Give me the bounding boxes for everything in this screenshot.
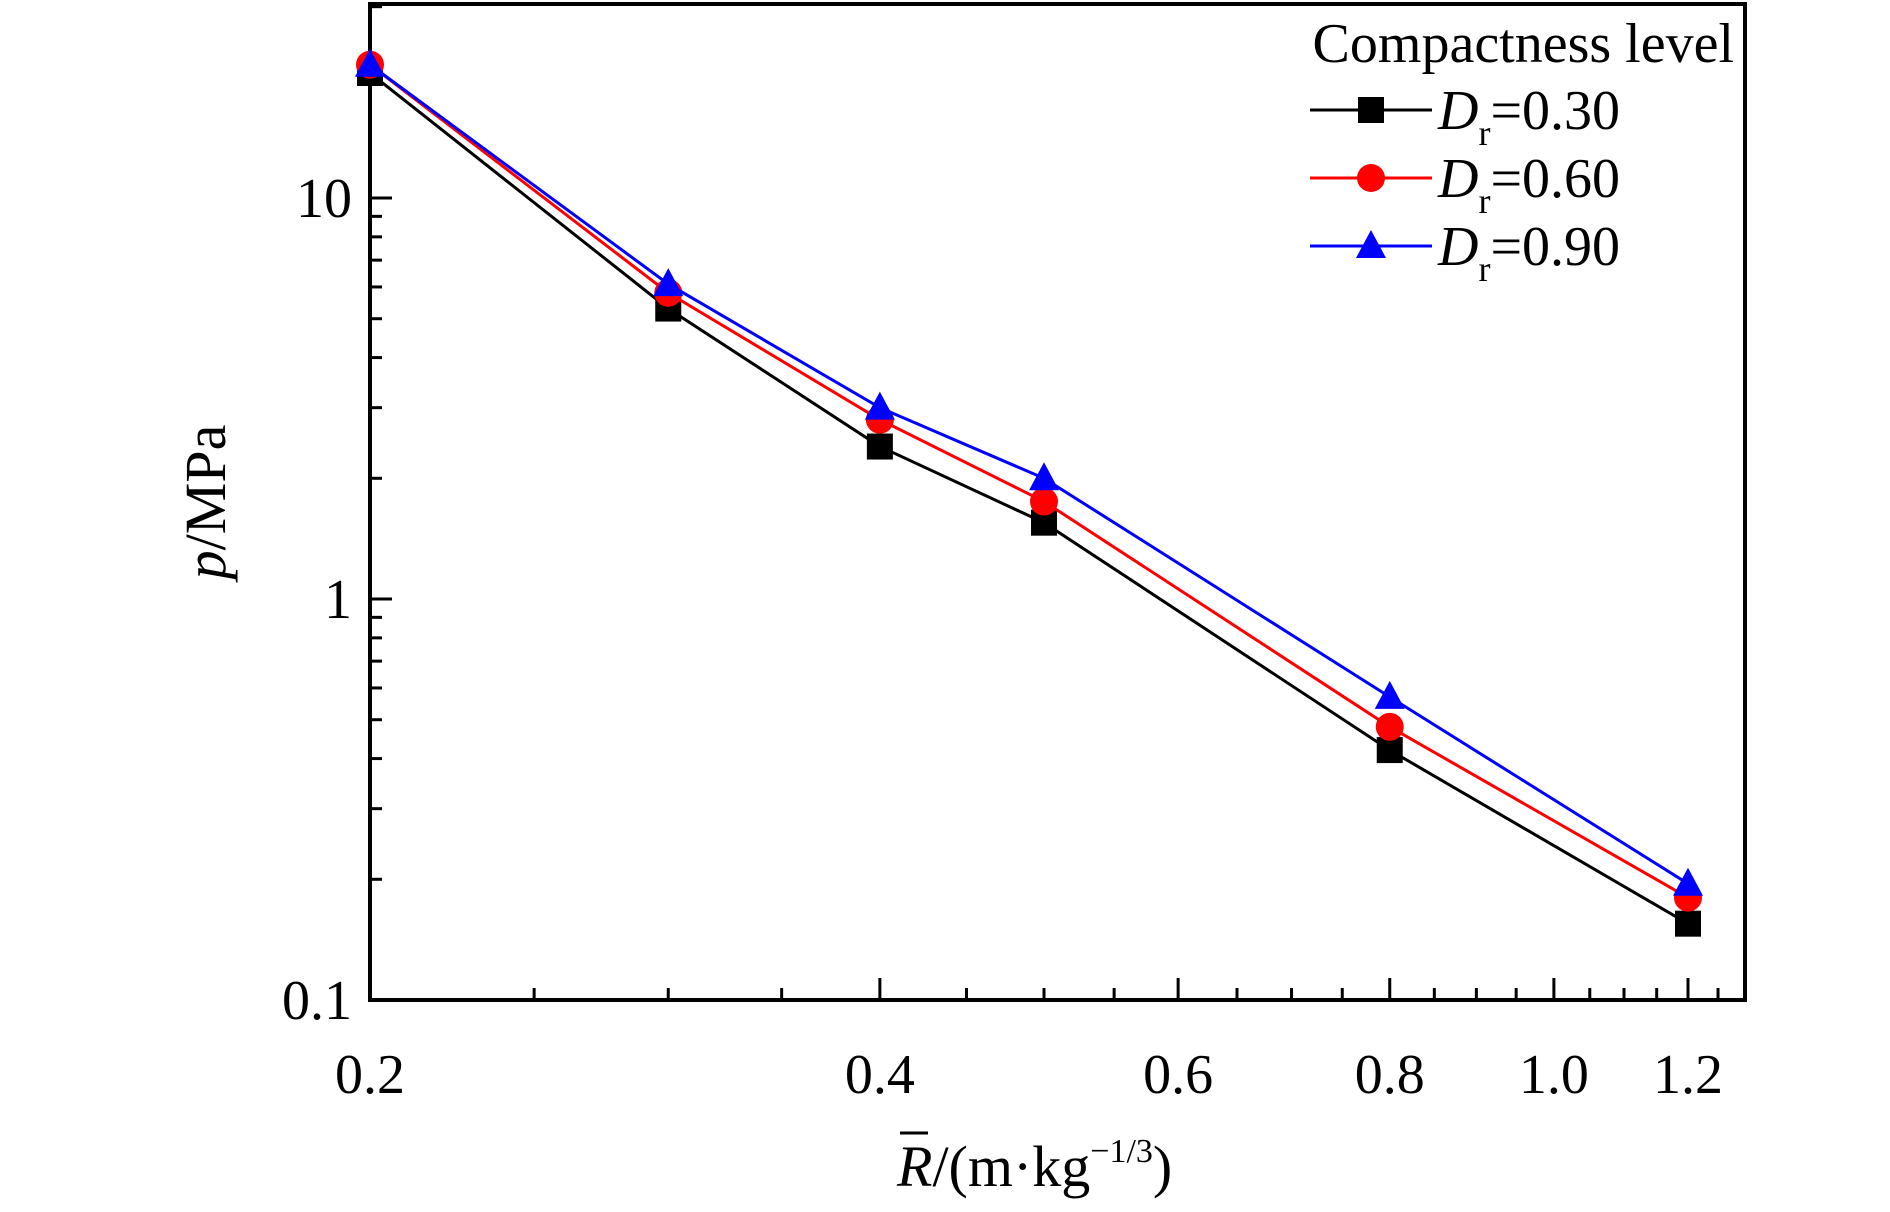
legend-label: Dr=0.30 <box>1437 80 1620 153</box>
data-point <box>355 48 385 77</box>
y-tick-label: 10 <box>296 168 352 230</box>
x-tick-label: 0.4 <box>845 1044 915 1106</box>
legend-marker <box>1356 230 1386 258</box>
x-tick-label: 0.2 <box>335 1044 405 1106</box>
series-layer <box>355 48 1703 937</box>
legend-entry: Dr=0.60 <box>1310 148 1620 221</box>
x-axis-title-unit: /(m·kg <box>932 1134 1090 1199</box>
legend-entry: Dr=0.90 <box>1310 216 1620 289</box>
series-line <box>369 63 1689 899</box>
data-point <box>1376 737 1403 764</box>
legend-title: Compactness level <box>1313 13 1734 75</box>
y-tick-label: 0.1 <box>282 970 352 1032</box>
data-point <box>864 391 895 420</box>
data-point <box>1374 680 1405 709</box>
x-tick-label: 1.2 <box>1653 1044 1723 1106</box>
data-point <box>866 433 893 460</box>
legend-label: Dr=0.90 <box>1437 216 1620 289</box>
y-axis-ticks: 0.1 1 10 <box>282 5 392 1032</box>
x-axis-title: R/(m·kg−1/3) <box>896 1131 1172 1199</box>
legend-marker <box>1357 164 1385 192</box>
x-axis-title-exponent: −1/3 <box>1090 1133 1153 1170</box>
legend-marker <box>1358 97 1384 123</box>
data-point <box>653 268 684 297</box>
data-point <box>1375 712 1404 741</box>
plot-frame <box>368 2 1747 1002</box>
series-line <box>369 63 1689 885</box>
legend-label: Dr=0.60 <box>1437 148 1620 221</box>
x-tick-label: 0.8 <box>1355 1044 1425 1106</box>
series-line <box>369 71 1689 925</box>
x-axis-title-symbol: R <box>896 1134 932 1199</box>
data-point <box>1029 462 1060 491</box>
data-point <box>1673 867 1703 896</box>
series-triangle <box>355 48 1703 896</box>
svg-text:R/(m·kg−1/3): R/(m·kg−1/3) <box>896 1133 1172 1199</box>
x-axis-title-close: ) <box>1153 1134 1172 1199</box>
x-axis-ticks: 0.2 0.4 0.6 0.8 1.0 1.2 <box>335 978 1723 1106</box>
data-point <box>1675 910 1701 937</box>
x-tick-label: 0.6 <box>1143 1044 1213 1106</box>
y-axis-title: p/MPa <box>173 425 238 584</box>
data-point <box>1030 487 1059 516</box>
x-tick-label: 1.0 <box>1519 1044 1589 1106</box>
legend-entry: Dr=0.30 <box>1310 80 1620 153</box>
y-tick-label: 1 <box>324 569 352 631</box>
